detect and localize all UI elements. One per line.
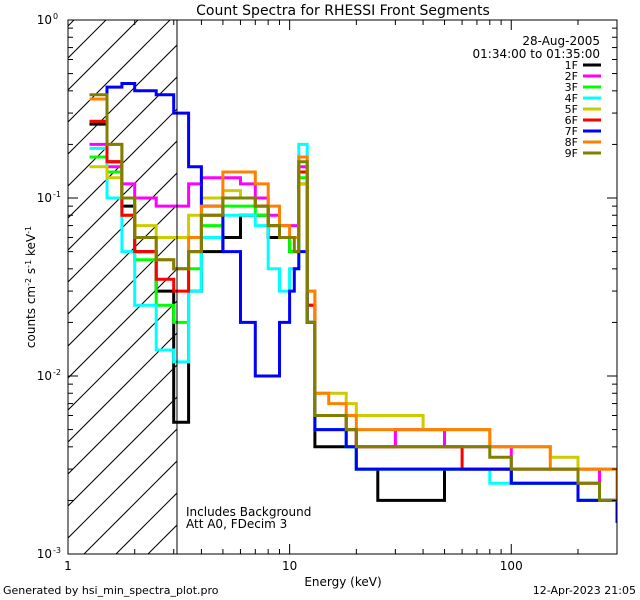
plot-frame [67,19,618,555]
annotation-background: Includes Background [186,505,311,519]
series-line-6F [89,119,617,502]
legend-label: 4F [565,92,578,105]
y-tick-exponent: -3 [53,546,61,555]
y-tick-label: 10 [37,13,52,27]
hatch-line [68,20,107,59]
hatched-region [68,0,640,554]
series-line-4F [89,142,617,523]
hatch-line [68,76,177,187]
annotation-attenuator: Att A0, FDecim 3 [186,517,287,531]
series-line-9F [89,93,617,502]
x-tick-label: 10 [282,559,297,573]
y-tick-exponent: 0 [53,12,58,21]
legend-label: 6F [565,114,578,127]
legend-date: 28-Aug-2005 [522,34,600,48]
legend-label: 1F [565,59,578,72]
x-tick-label: 1 [64,559,72,573]
y-tick-exponent: -2 [53,368,61,377]
legend-label: 7F [565,125,578,138]
series-line-8F [89,97,617,501]
legend-label: 3F [565,81,578,94]
y-tick-exponent: -1 [53,190,61,199]
chart-title: Count Spectra for RHESSI Front Segments [196,3,490,19]
legend-label: 8F [565,136,578,149]
y-tick-label: 10 [37,547,52,561]
y-tick-label: 10 [37,191,52,205]
hatch-line [68,172,177,283]
y-tick-label: 10 [37,369,52,383]
legend-label: 5F [565,103,578,116]
hatch-line [68,108,177,219]
legend-label: 9F [565,147,578,160]
series-line-5F [89,165,617,484]
hatch-line [68,20,139,91]
series-line-1F [89,122,617,523]
hatch-line [68,20,171,123]
footer-timestamp: 12-Apr-2023 21:05 [533,584,636,597]
x-axis-label: Energy (keV) [304,575,381,589]
series-line-7F [89,82,617,523]
hatch-line [68,204,177,315]
hatch-line [68,20,75,27]
hatch-line [244,0,640,554]
legend-time-range: 01:34:00 to 01:35:00 [473,47,600,61]
hatch-line [68,268,177,379]
hatch-line [68,332,177,443]
hatch-line [83,460,177,554]
hatch-line [68,140,177,251]
hatch-line [68,236,177,347]
x-tick-label: 100 [500,559,523,573]
hatch-line [68,396,177,507]
footer-generated-by: Generated by hsi_min_spectra_plot.pro [3,584,219,597]
hatch-line [68,428,177,539]
hatch-line [68,364,177,475]
legend-label: 2F [565,70,578,83]
y-axis-label: counts cm-2 s-1 keV-1 [24,226,39,348]
